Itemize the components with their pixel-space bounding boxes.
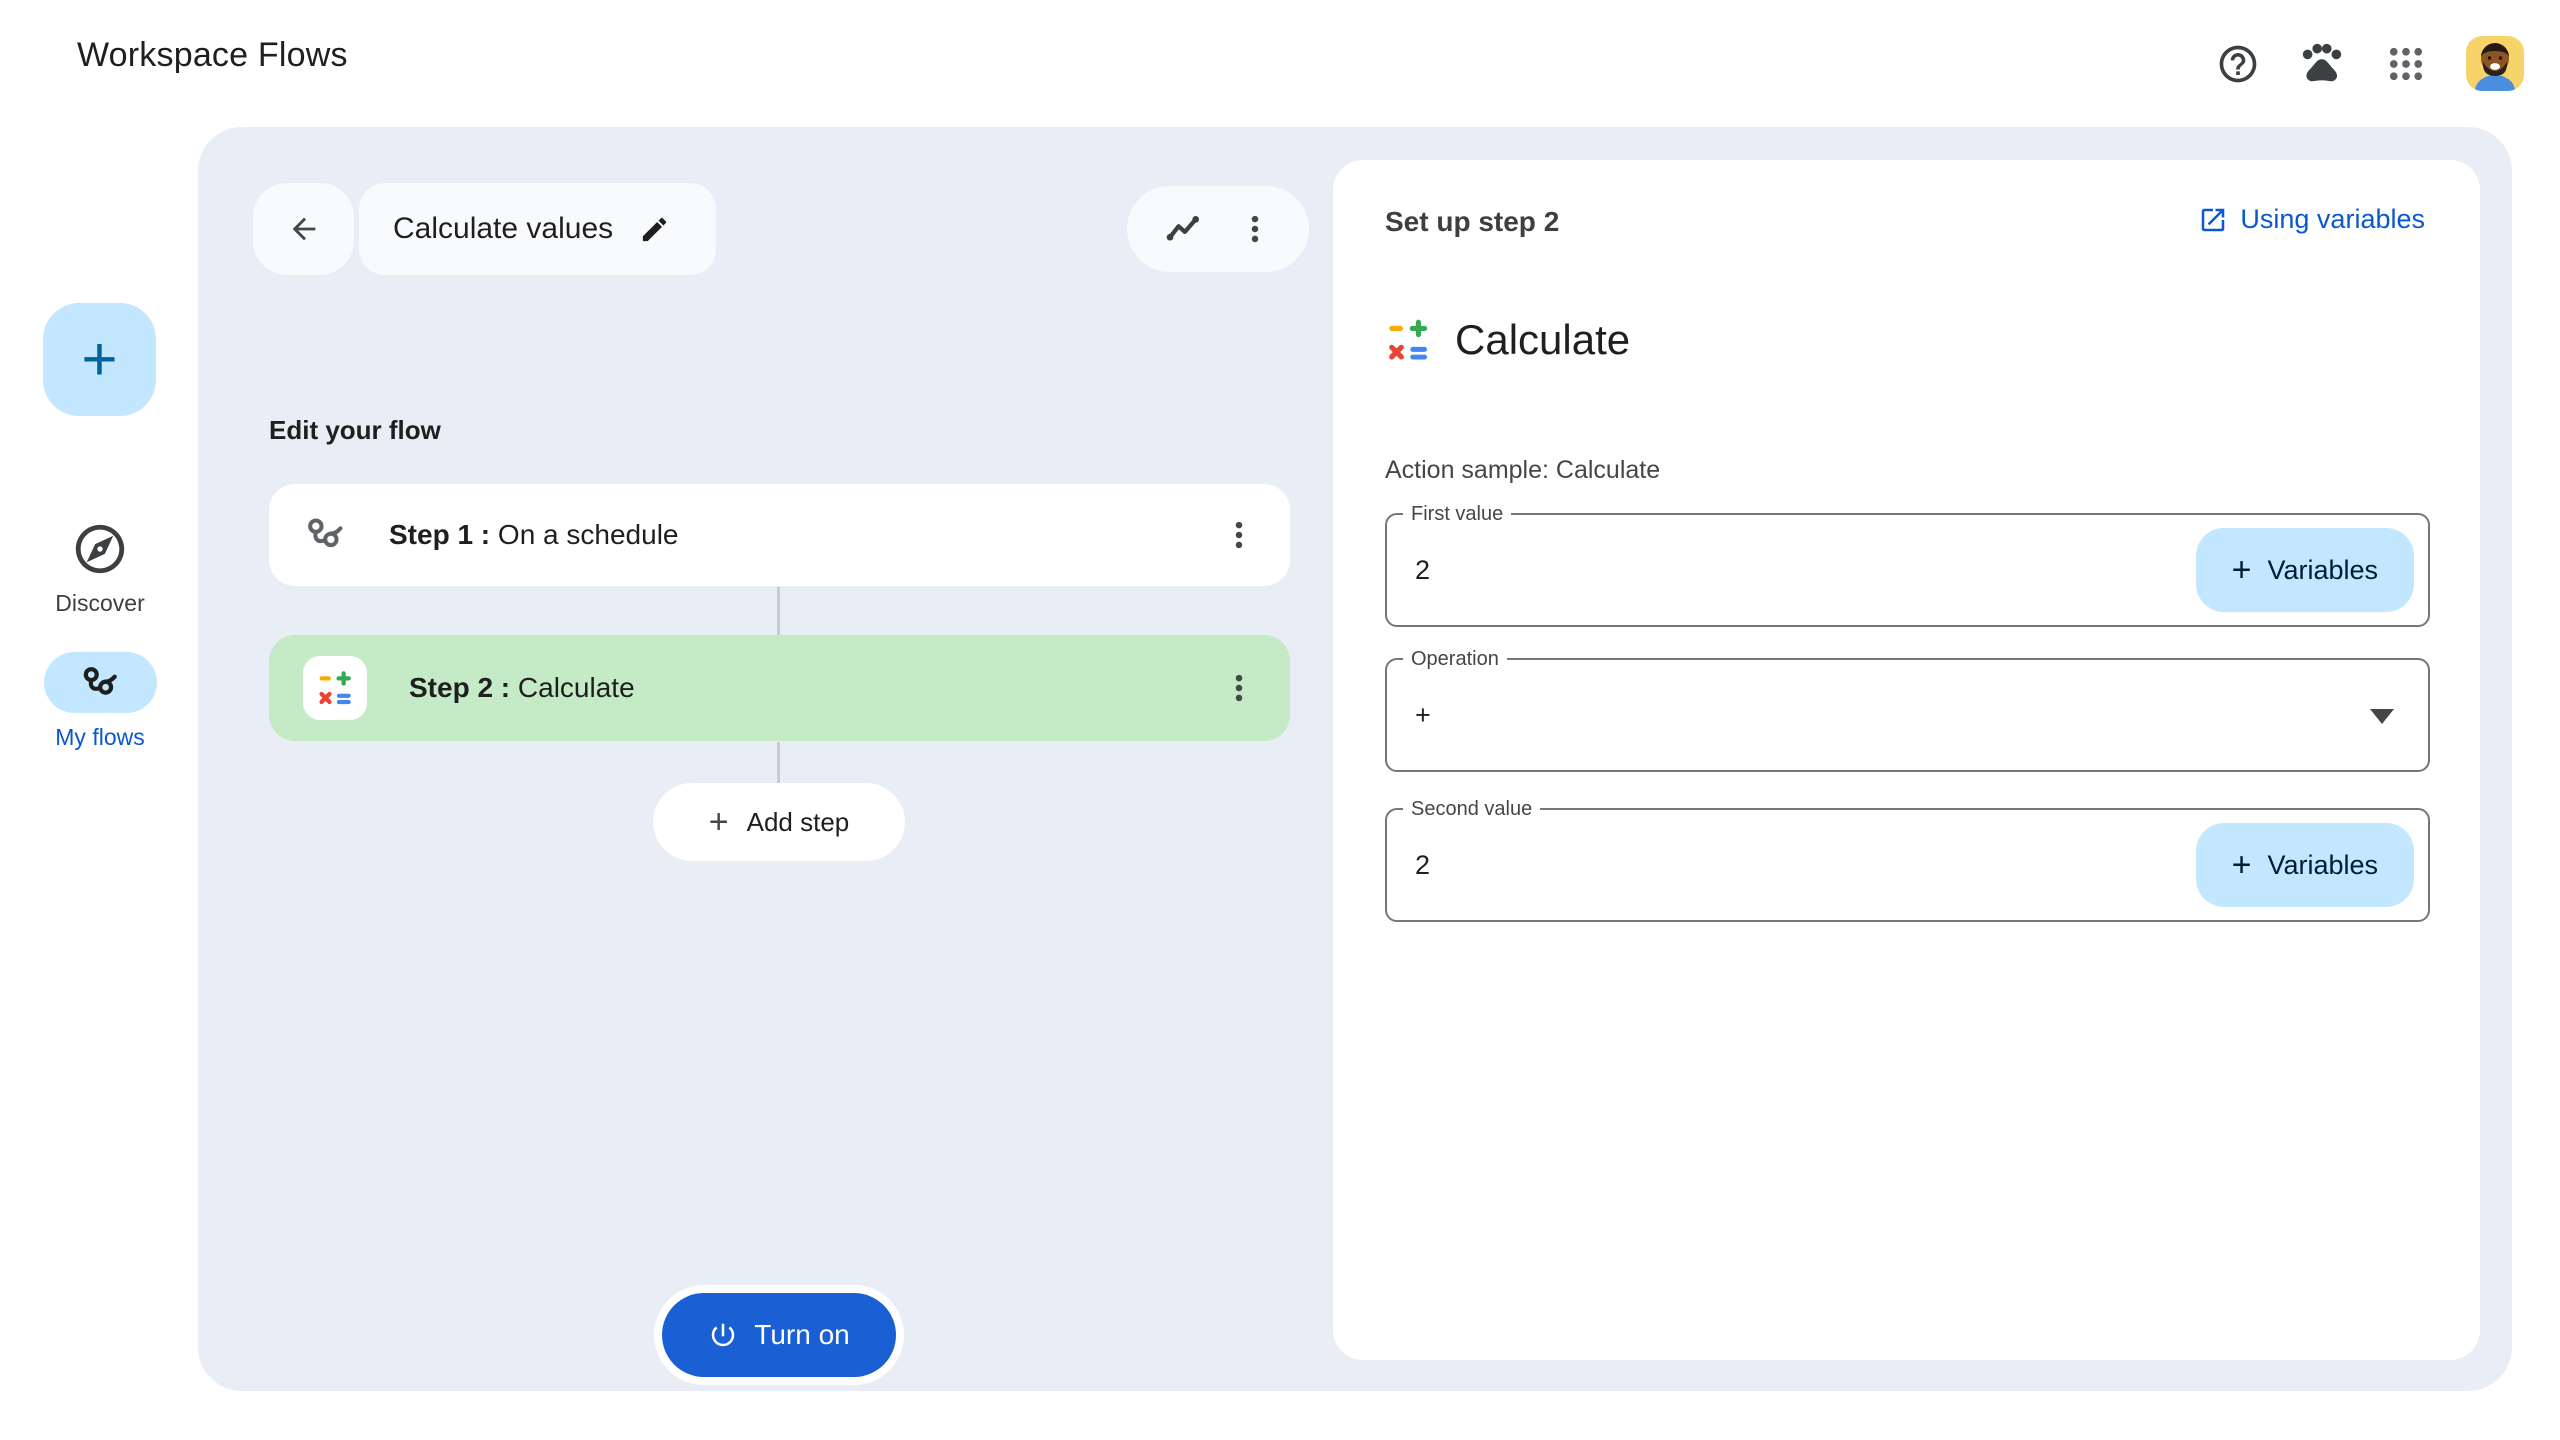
operation-label: Operation — [1403, 646, 1507, 672]
activity-chart-icon[interactable] — [1164, 210, 1202, 248]
second-value-variables-button[interactable]: + Variables — [2195, 823, 2414, 907]
setup-panel-title: Set up step 2 — [1385, 206, 1560, 237]
left-rail: + Discover My flows — [0, 127, 200, 1440]
step-1-more-menu-icon[interactable] — [1222, 518, 1256, 552]
flows-icon — [43, 652, 157, 713]
topbar-actions — [2214, 36, 2524, 91]
step-1-prefix: Step 1 : — [389, 519, 491, 550]
action-header: Calculate — [1385, 316, 1630, 364]
variables-chip-label: Variables — [2267, 554, 2378, 585]
step-2-title: Calculate — [517, 672, 635, 703]
sidebar-item-my-flows[interactable]: My flows — [0, 652, 200, 751]
help-icon[interactable] — [2214, 40, 2262, 88]
open-in-new-icon — [2202, 208, 2225, 231]
new-flow-button[interactable]: + — [43, 303, 156, 416]
step-connector — [777, 742, 780, 783]
apps-grid-icon[interactable] — [2382, 40, 2430, 88]
using-variables-label: Using variables — [2240, 204, 2425, 234]
flow-name-chip[interactable]: Calculate values — [359, 183, 716, 275]
action-name: Calculate — [1455, 316, 1631, 363]
page-title: Workspace Flows — [77, 36, 348, 74]
add-step-label: Add step — [746, 806, 850, 837]
step-2-prefix: Step 2 : — [409, 672, 511, 703]
sidebar-item-discover[interactable]: Discover — [0, 518, 200, 617]
edit-pencil-icon[interactable] — [639, 214, 670, 245]
turn-on-label: Turn on — [754, 1319, 850, 1350]
second-value-field[interactable]: Second value 2 + Variables — [1385, 796, 2430, 922]
first-value-label: First value — [1403, 501, 1512, 527]
using-variables-link[interactable]: Using variables — [2198, 204, 2425, 235]
action-sample: Action sample: Calculate — [1385, 456, 1661, 484]
flow-icon — [303, 513, 347, 557]
plus-icon: + — [2231, 846, 2252, 884]
step-2-label: Step 2 : Calculate — [409, 672, 635, 704]
editor-actions-pill — [1127, 186, 1309, 272]
step-1-label: Step 1 : On a schedule — [389, 519, 679, 551]
flow-name: Calculate values — [393, 212, 614, 245]
turn-on-button[interactable]: Turn on — [662, 1293, 896, 1377]
plus-icon: + — [2231, 551, 2252, 589]
pets-icon[interactable] — [2298, 40, 2346, 88]
first-value-variables-button[interactable]: + Variables — [2195, 528, 2414, 612]
step-2-more-menu-icon[interactable] — [1222, 671, 1256, 705]
user-avatar[interactable] — [2466, 36, 2524, 91]
second-value-label: Second value — [1403, 796, 1541, 822]
operation-select[interactable]: Operation + — [1385, 646, 2430, 772]
calculate-icon — [1385, 317, 1431, 363]
setup-panel: Set up step 2 Using variables Calculate … — [1333, 160, 2480, 1360]
second-value-input[interactable]: 2 — [1415, 849, 1431, 880]
calculate-icon — [303, 656, 367, 720]
plus-icon: + — [708, 803, 729, 841]
first-value-field[interactable]: First value 2 + Variables — [1385, 501, 2430, 627]
chevron-down-icon[interactable] — [2370, 709, 2394, 724]
turn-on-ring: Turn on — [654, 1285, 904, 1385]
add-step-button[interactable]: + Add step — [653, 783, 905, 861]
step-1-title: On a schedule — [497, 519, 679, 550]
edit-your-flow-heading: Edit your flow — [269, 415, 441, 445]
flow-more-menu-icon[interactable] — [1238, 212, 1272, 246]
sidebar-item-label: Discover — [55, 590, 145, 616]
operation-value: + — [1415, 699, 1431, 730]
first-value-input[interactable]: 2 — [1415, 554, 1431, 585]
sidebar-item-label: My flows — [55, 724, 145, 750]
compass-icon — [44, 518, 157, 579]
variables-chip-label: Variables — [2267, 849, 2378, 880]
power-icon — [712, 1323, 735, 1347]
step-card-2[interactable]: Step 2 : Calculate — [269, 635, 1290, 741]
back-button[interactable] — [253, 183, 354, 275]
step-connector — [777, 587, 780, 635]
step-card-1[interactable]: Step 1 : On a schedule — [269, 484, 1290, 586]
